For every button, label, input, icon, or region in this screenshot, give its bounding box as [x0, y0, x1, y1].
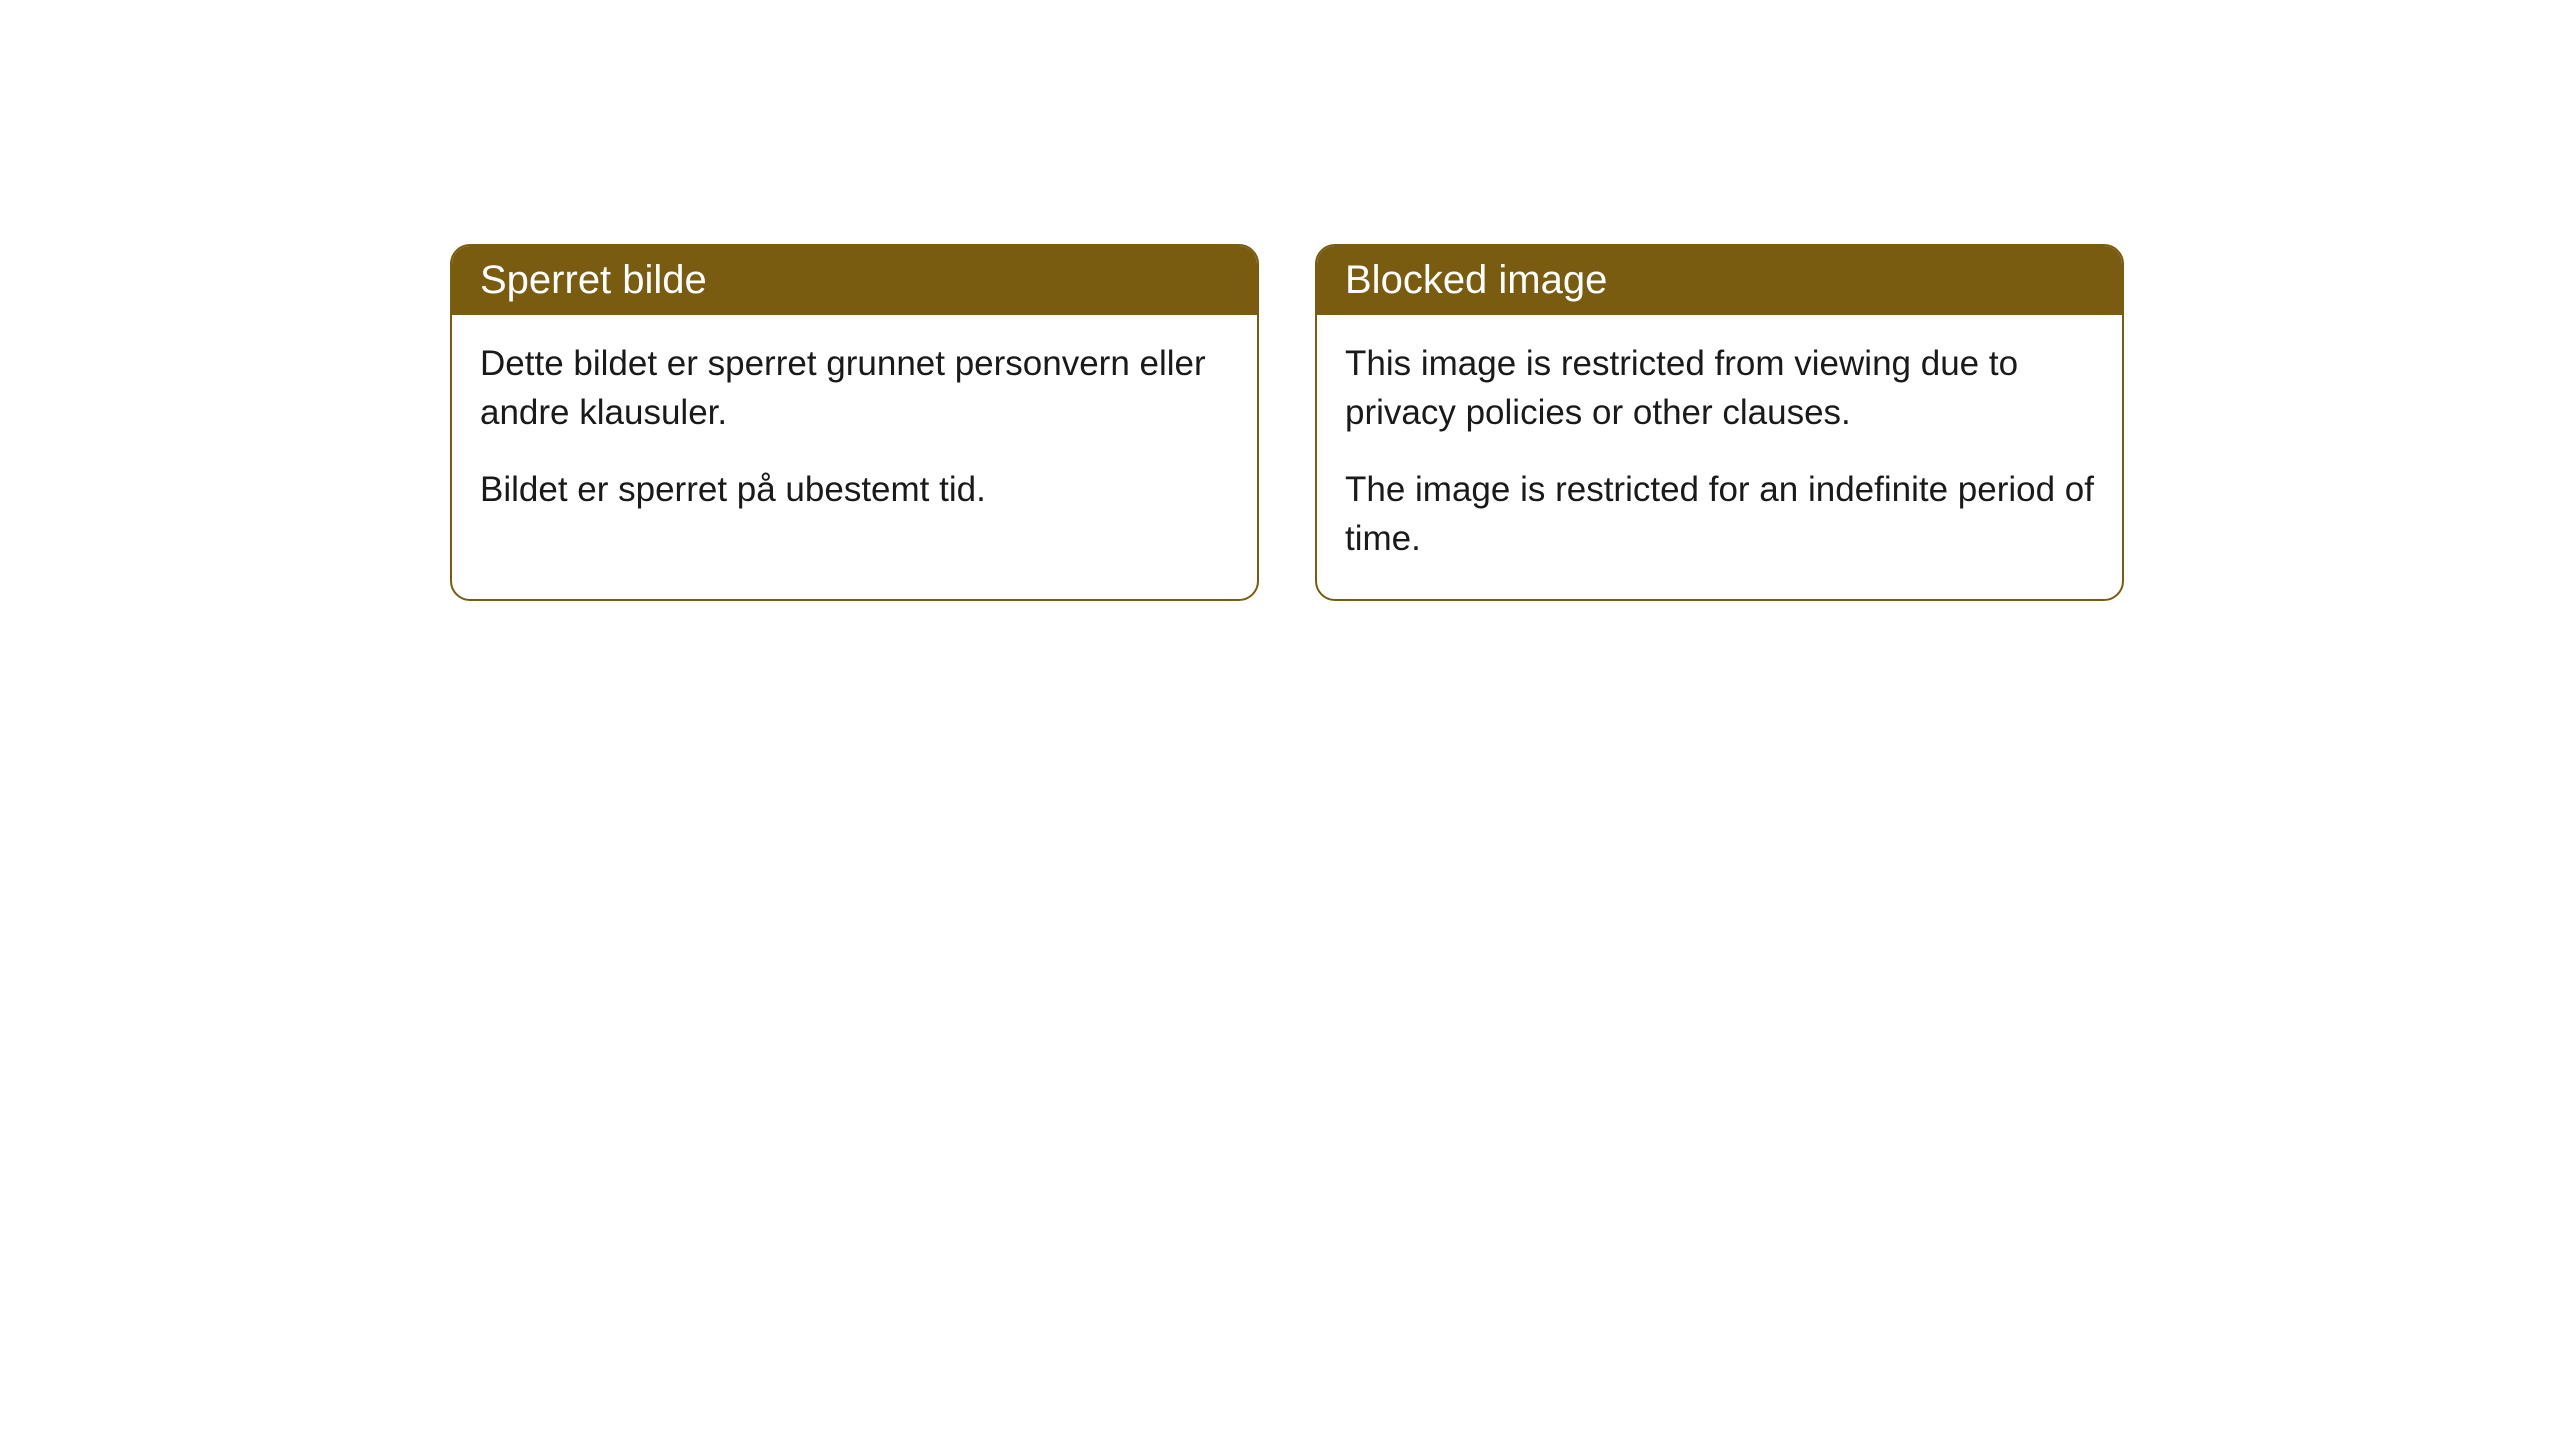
card-paragraph: Dette bildet er sperret grunnet personve…: [480, 339, 1229, 437]
card-body-english: This image is restricted from viewing du…: [1317, 315, 2122, 599]
card-paragraph: Bildet er sperret på ubestemt tid.: [480, 465, 1229, 514]
card-header-english: Blocked image: [1317, 246, 2122, 315]
card-header-norwegian: Sperret bilde: [452, 246, 1257, 315]
notice-card-english: Blocked image This image is restricted f…: [1315, 244, 2124, 601]
notice-cards-container: Sperret bilde Dette bildet er sperret gr…: [450, 244, 2124, 601]
card-body-norwegian: Dette bildet er sperret grunnet personve…: [452, 315, 1257, 550]
card-paragraph: The image is restricted for an indefinit…: [1345, 465, 2094, 563]
card-paragraph: This image is restricted from viewing du…: [1345, 339, 2094, 437]
notice-card-norwegian: Sperret bilde Dette bildet er sperret gr…: [450, 244, 1259, 601]
